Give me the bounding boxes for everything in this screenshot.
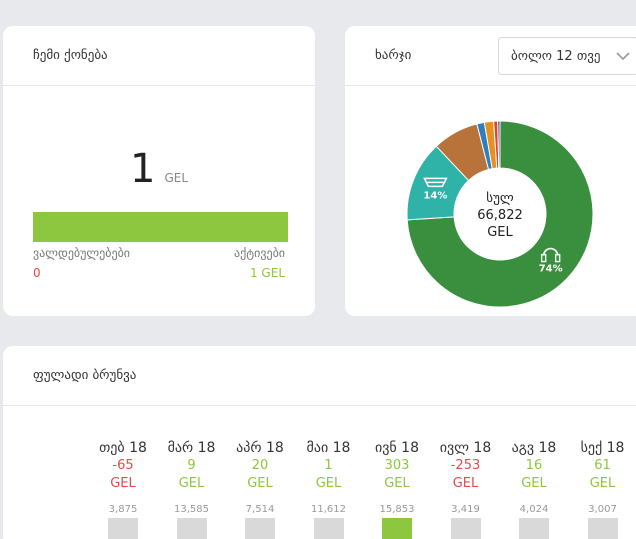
month-value: 9	[187, 458, 196, 473]
month-name: მაი 18	[306, 440, 351, 456]
assets-title: ჩემი ქონება	[33, 48, 108, 63]
expenses-card-header: ხარჯი ბოლო 12 თვე	[345, 26, 636, 86]
donut-center-currency: GEL	[487, 225, 513, 240]
month-value: 61	[594, 458, 611, 473]
cashflow-month[interactable]: აგვ 18 16 GEL 4,024	[509, 440, 559, 539]
month-total: 4,024	[519, 504, 549, 515]
month-bar	[313, 518, 344, 539]
month-bar	[450, 518, 481, 539]
cashflow-month[interactable]: მაი 18 1 GEL 11,612	[304, 440, 354, 539]
month-name: აპრ 18	[236, 440, 284, 456]
month-name: მარ 18	[167, 440, 216, 456]
month-currency: GEL	[452, 476, 479, 491]
donut-slice-label: 14%	[423, 190, 447, 201]
month-value: 20	[251, 458, 269, 473]
cashflow-title: ფულადი ბრუნვა	[33, 368, 137, 383]
month-currency: GEL	[589, 476, 616, 491]
month-total: 3,875	[108, 504, 138, 515]
month-total: 11,612	[311, 504, 346, 515]
month-bar	[519, 518, 549, 539]
liabilities-label: ვალდებულებები	[33, 246, 131, 260]
month-bar	[587, 518, 618, 539]
donut-slice-label: 74%	[539, 264, 563, 275]
assets-value: 1 GEL	[249, 266, 285, 280]
month-name: აგვ 18	[511, 440, 557, 456]
month-bar	[382, 518, 412, 539]
headphones-icon	[540, 247, 561, 263]
assets-card: ჩემი ქონება 1 GEL ვალდებულებები აქტივები…	[3, 26, 315, 316]
month-bar	[245, 518, 275, 539]
month-total: 3,007	[588, 504, 617, 515]
month-bar	[176, 518, 207, 539]
month-name: ივნ 18	[374, 440, 419, 456]
assets-label: აქტივები	[234, 246, 285, 260]
cashflow-month[interactable]: თებ 18 -65 GEL 3,875	[98, 440, 148, 539]
month-value: 303	[384, 458, 410, 473]
period-select-value: ბოლო 12 თვე	[511, 49, 601, 64]
donut-slice[interactable]	[497, 120, 501, 169]
month-total: 3,419	[451, 504, 480, 515]
assets-card-header: ჩემი ქონება	[3, 26, 315, 86]
month-currency: GEL	[315, 476, 342, 491]
cashflow-card-header: ფულადი ბრუნვა	[3, 346, 636, 406]
cashflow-month[interactable]: ივლ 18 -253 GEL 3,419	[440, 440, 491, 539]
expenses-title: ხარჯი	[375, 48, 412, 63]
net-worth-currency: GEL	[164, 171, 189, 185]
assets-bar	[33, 212, 288, 242]
month-currency: GEL	[110, 476, 136, 491]
month-total: 13,585	[174, 504, 209, 515]
shopping-cart-icon	[423, 177, 448, 188]
month-bar	[108, 518, 138, 539]
month-value: 1	[324, 458, 333, 473]
liabilities-value: 0	[33, 266, 41, 280]
month-bar-fill	[382, 518, 412, 539]
month-value: -253	[450, 458, 481, 473]
month-currency: GEL	[178, 476, 205, 491]
donut-slice[interactable]	[406, 120, 594, 308]
cashflow-month[interactable]: სექ 18 61 GEL 3,007	[578, 440, 628, 539]
month-total: 7,514	[245, 504, 275, 515]
donut-center-amount: 66,822	[477, 208, 523, 223]
chevron-down-icon	[616, 52, 630, 61]
month-name: სექ 18	[580, 440, 625, 456]
cashflow-month[interactable]: მარ 18 9 GEL 13,585	[167, 440, 217, 539]
net-worth-amount: 1 GEL	[3, 146, 315, 192]
month-name: თებ 18	[99, 440, 147, 456]
period-select[interactable]: ბოლო 12 თვე	[498, 37, 636, 75]
expense-donut-chart: 74% 14% სულ 66,822 GEL	[406, 120, 594, 308]
month-value: -65	[112, 458, 134, 473]
month-currency: GEL	[521, 476, 547, 491]
expenses-card: ხარჯი ბოლო 12 თვე 74% 14% სულ 66,822 GEL	[345, 26, 636, 316]
month-value: 16	[525, 458, 543, 473]
month-currency: GEL	[384, 476, 410, 491]
month-total: 15,853	[379, 504, 415, 515]
cashflow-month[interactable]: ივნ 18 303 GEL 15,853	[372, 440, 422, 539]
cashflow-card: ფულადი ბრუნვა თებ 18 -65 GEL 3,875 მარ 18 9 GE…	[3, 346, 636, 539]
net-worth-value: 1	[129, 146, 156, 192]
donut-center-label: სულ	[486, 191, 514, 206]
month-currency: GEL	[247, 476, 273, 491]
month-name: ივლ 18	[439, 440, 492, 456]
cashflow-month[interactable]: აპრ 18 20 GEL 7,514	[235, 440, 285, 539]
